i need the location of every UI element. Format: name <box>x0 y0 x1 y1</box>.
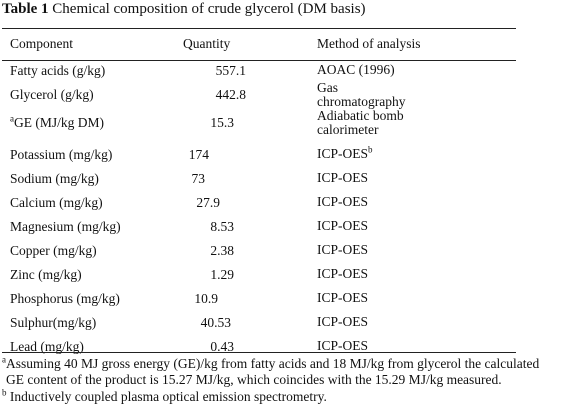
component-cell: Sodium (mg/kg) <box>10 171 99 186</box>
component-label: Lead (mg/kg) <box>10 339 84 354</box>
quantity-cell: 8.53 <box>210 219 234 234</box>
quantity-cell: 27.9 <box>196 195 220 210</box>
method-label: ICP-OES <box>317 194 369 209</box>
quantity-cell: 557.1 <box>215 63 246 78</box>
component-cell: Magnesium (mg/kg) <box>10 219 121 234</box>
footnote-b: b Inductively coupled plasma optical emi… <box>2 387 327 405</box>
method-label: ICP-OES <box>317 314 369 329</box>
header-quantity: Quantity <box>183 36 231 51</box>
component-label: Sodium (mg/kg) <box>10 171 99 186</box>
component-cell: Potassium (mg/kg) <box>10 147 112 162</box>
component-label: Potassium (mg/kg) <box>10 147 113 162</box>
method-label: ICP-OES <box>317 290 369 305</box>
component-cell: Calcium (mg/kg) <box>10 195 103 210</box>
footnote-a-line1: Assuming 40 MJ gross energy (GE)/kg from… <box>6 356 540 371</box>
component-cell: Zinc (mg/kg) <box>10 267 82 282</box>
component-label: Glycerol (g/kg) <box>10 87 94 102</box>
component-cell: Glycerol (g/kg) <box>10 87 94 102</box>
header-rule <box>2 60 516 61</box>
method-cell: Gas chromatography <box>317 81 407 109</box>
component-cell: Phosphorus (mg/kg) <box>10 291 120 306</box>
footnote-a-marker: a <box>2 354 6 365</box>
header-component: Component <box>10 36 73 51</box>
method-cell: ICP-OES <box>317 315 407 329</box>
component-label: Magnesium (mg/kg) <box>10 219 121 234</box>
quantity-cell: 1.29 <box>210 267 234 282</box>
component-cell: Fatty acids (g/kg) <box>10 63 105 78</box>
component-label: Zinc (mg/kg) <box>10 267 82 282</box>
footnote-a-continued: GE content of the product is 15.27 MJ/kg… <box>6 372 502 387</box>
method-cell: ICP-OES <box>317 171 407 185</box>
table-label: Table 1 <box>2 1 49 17</box>
method-cell: ICP-OES <box>317 219 407 233</box>
method-cell: ICP-OES <box>317 339 407 353</box>
method-cell: ICP-OES <box>317 291 407 305</box>
component-label: Calcium (mg/kg) <box>10 195 103 210</box>
quantity-cell: 73 <box>191 171 206 186</box>
component-cell: Sulphur(mg/kg) <box>10 315 96 330</box>
component-label: Sulphur(mg/kg) <box>10 315 97 330</box>
quantity-cell: 15.3 <box>210 115 234 130</box>
method-label: Adiabatic bomb calorimeter <box>317 108 404 137</box>
component-label: Copper (mg/kg) <box>10 243 97 258</box>
bottom-rule <box>2 352 516 353</box>
quantity-cell: 0.43 <box>210 339 234 354</box>
method-label: ICP-OES <box>317 338 369 353</box>
table-title: Chemical composition of crude glycerol (… <box>48 1 366 17</box>
quantity-cell: 174 <box>188 147 209 162</box>
method-label: ICP-OES <box>317 242 369 257</box>
method-cell: ICP-OES <box>317 243 407 257</box>
method-cell: AOAC (1996) <box>317 63 407 77</box>
quantity-cell: 2.38 <box>210 243 234 258</box>
method-label: ICP-OES <box>317 266 369 281</box>
method-label: ICP-OES <box>317 218 369 233</box>
component-cell: Lead (mg/kg) <box>10 339 84 354</box>
method-label: ICP-OES <box>317 170 369 185</box>
component-footnote-marker: a <box>10 113 14 124</box>
component-label: Fatty acids (g/kg) <box>10 63 106 78</box>
footnote-b-marker: b <box>2 387 7 398</box>
header-method: Method of analysis <box>317 36 421 51</box>
quantity-cell: 442.8 <box>215 87 246 102</box>
method-label: Gas chromatography <box>317 80 406 109</box>
table-caption: Table 1 Chemical composition of crude gl… <box>2 0 366 18</box>
method-cell: Adiabatic bomb calorimeter <box>317 109 407 137</box>
method-label: AOAC (1996) <box>317 62 395 77</box>
component-label: GE (MJ/kg DM) <box>14 115 104 130</box>
component-cell: aGE (MJ/kg DM) <box>10 113 104 130</box>
quantity-cell: 10.9 <box>194 291 218 306</box>
component-cell: Copper (mg/kg) <box>10 243 97 258</box>
method-label: ICP-OES <box>317 146 369 161</box>
quantity-cell: 40.53 <box>200 315 231 330</box>
method-cell: ICP-OES <box>317 195 407 209</box>
top-rule <box>2 28 516 29</box>
footnote-a: aAssuming 40 MJ gross energy (GE)/kg fro… <box>2 354 540 372</box>
method-cell: ICP-OES <box>317 267 407 281</box>
component-label: Phosphorus (mg/kg) <box>10 291 120 306</box>
method-footnote-marker: b <box>368 144 373 155</box>
footnote-b-text: Inductively coupled plasma optical emiss… <box>6 389 327 404</box>
method-cell: ICP-OESb <box>317 144 407 161</box>
